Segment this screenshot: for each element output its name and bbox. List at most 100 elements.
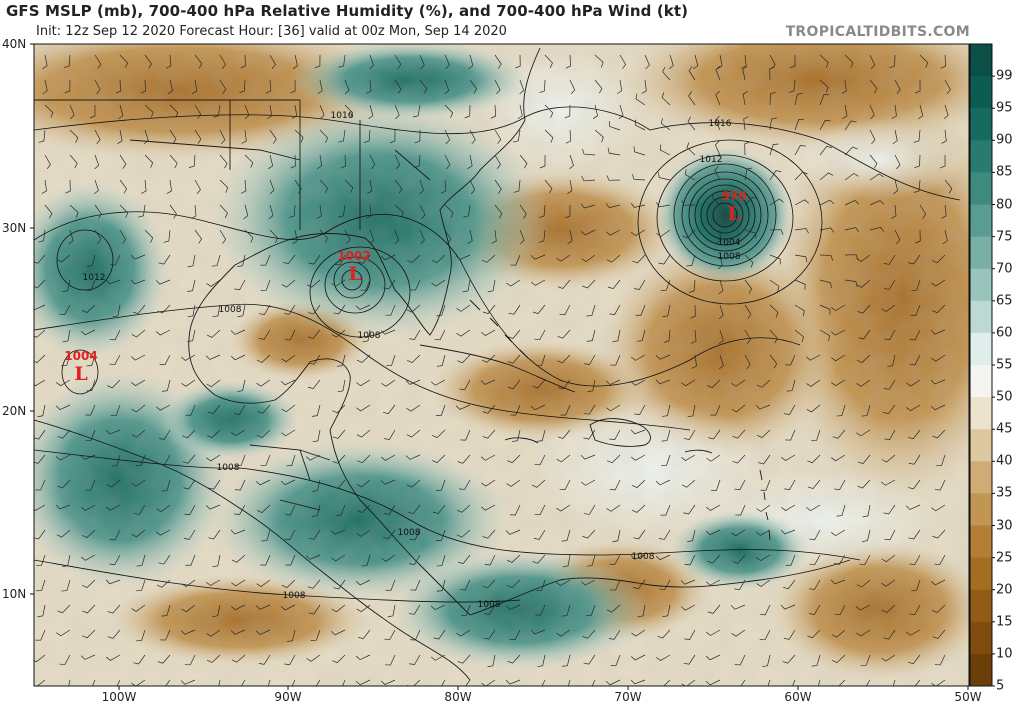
wind-barb (436, 579, 446, 592)
wind-barb (658, 254, 671, 265)
wind-barb (290, 154, 296, 169)
wind-barb (234, 279, 246, 291)
wind-barb (831, 354, 846, 362)
wind-barb (169, 104, 179, 118)
wind-barb (630, 654, 646, 661)
wind-barb (883, 279, 896, 290)
wind-barb (312, 479, 321, 492)
wind-barb (832, 429, 846, 439)
wind-barb (906, 379, 921, 387)
wind-barb (430, 604, 446, 611)
wind-barb (580, 454, 596, 460)
wind-barb (744, 279, 753, 294)
wind-barb (205, 354, 221, 360)
wind-barb (939, 154, 946, 169)
wind-barb (490, 104, 497, 119)
wind-barb (156, 504, 171, 513)
wind-barb (338, 54, 346, 68)
wind-barb (756, 379, 771, 388)
wind-barb (869, 54, 876, 70)
wind-barb (36, 579, 46, 592)
wind-barb (419, 54, 425, 70)
wind-barb (618, 104, 624, 120)
wind-barb (192, 79, 198, 94)
wind-barb (607, 454, 621, 464)
wind-barb (158, 429, 171, 440)
wind-barb (630, 554, 646, 560)
wind-barb (480, 379, 496, 385)
wind-barb (109, 354, 121, 366)
wind-barb (565, 129, 572, 144)
wind-barb (281, 404, 296, 413)
wind-barb (433, 629, 446, 640)
wind-barb (219, 204, 228, 219)
wind-barb (292, 229, 298, 245)
wind-barb (356, 529, 371, 537)
colorbar-swatch (970, 236, 992, 270)
wind-barb (260, 279, 271, 291)
wind-barb (69, 129, 79, 143)
wind-barb (744, 141, 750, 156)
wind-barb (384, 429, 396, 440)
wind-barb (206, 579, 221, 586)
wind-barb (884, 529, 896, 541)
wind-barb (394, 229, 400, 245)
wind-barb (355, 654, 371, 661)
wind-barb (42, 79, 48, 95)
wind-barb (308, 679, 321, 686)
colorbar-swatch (970, 76, 992, 109)
wind-barb (556, 504, 571, 512)
wind-barb (219, 79, 227, 94)
wind-barb (919, 54, 929, 68)
wind-barb (806, 379, 821, 387)
wind-barb (684, 629, 696, 640)
wind-barb (735, 504, 746, 516)
wind-barb (369, 54, 374, 70)
wind-barb (409, 654, 421, 665)
wind-barb (869, 104, 875, 120)
wind-barb (531, 479, 546, 488)
wind-barb (594, 129, 604, 143)
wind-barb (231, 654, 246, 663)
wind-barb (431, 429, 446, 438)
wind-barb (243, 204, 249, 220)
wind-barb (731, 404, 746, 413)
wind-barb (344, 104, 354, 118)
wind-barb (856, 579, 871, 588)
wind-barb (405, 454, 421, 460)
wind-barb (915, 229, 921, 244)
colorbar-tick-label: 75 (996, 229, 1013, 245)
wind-barb (911, 579, 921, 592)
wind-barb (257, 404, 271, 414)
wind-barb (212, 679, 221, 686)
wind-barb (406, 304, 421, 313)
wind-barb (715, 90, 721, 106)
wind-barb (144, 54, 152, 69)
wind-barb (932, 304, 946, 314)
colorbar-tick-label: 85 (996, 164, 1013, 180)
wind-barb (308, 254, 321, 265)
wind-barb (131, 379, 146, 387)
wind-barb (94, 154, 100, 170)
wind-barb (781, 454, 796, 461)
wind-barb (769, 279, 780, 292)
wind-barb (741, 54, 747, 69)
wind-barb (785, 354, 796, 366)
wind-barb (530, 279, 546, 286)
wind-barb (444, 54, 450, 70)
wind-barb (519, 229, 525, 245)
wind-barb (780, 604, 796, 610)
isobars (34, 106, 961, 603)
wind-barb (756, 504, 771, 512)
wind-barb (630, 379, 646, 386)
wind-barb (269, 129, 277, 144)
wind-barb (715, 115, 721, 131)
wind-barb (809, 529, 821, 541)
wind-barb (184, 654, 196, 666)
wind-barbs (34, 54, 953, 686)
wind-barb (706, 504, 721, 511)
lon-label-100w: 100W (101, 690, 137, 704)
wind-barb (280, 604, 296, 611)
wind-barb (56, 629, 71, 637)
wind-barb (191, 204, 197, 219)
